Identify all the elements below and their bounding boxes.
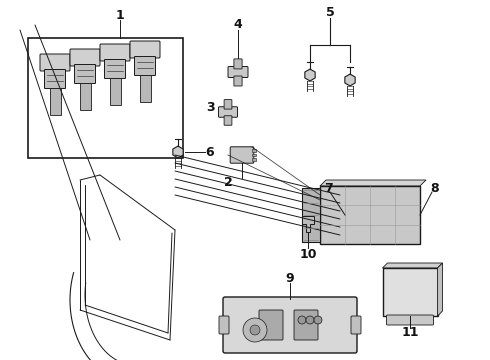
FancyBboxPatch shape: [387, 315, 434, 325]
Text: 3: 3: [206, 100, 214, 113]
FancyBboxPatch shape: [219, 316, 229, 334]
Bar: [252, 149, 256, 152]
FancyBboxPatch shape: [109, 78, 121, 105]
FancyBboxPatch shape: [320, 186, 420, 244]
FancyBboxPatch shape: [351, 316, 361, 334]
Text: 11: 11: [401, 327, 419, 339]
FancyBboxPatch shape: [104, 59, 125, 78]
FancyBboxPatch shape: [224, 100, 232, 109]
Polygon shape: [305, 69, 315, 81]
Polygon shape: [345, 74, 355, 86]
FancyBboxPatch shape: [140, 75, 150, 102]
FancyBboxPatch shape: [100, 44, 130, 61]
Polygon shape: [438, 263, 442, 316]
FancyBboxPatch shape: [302, 188, 320, 242]
FancyBboxPatch shape: [294, 310, 318, 340]
Text: 6: 6: [206, 145, 214, 158]
FancyBboxPatch shape: [224, 116, 232, 125]
Bar: [28, 38, 183, 158]
Text: 5: 5: [326, 5, 334, 18]
FancyBboxPatch shape: [40, 54, 70, 71]
Polygon shape: [320, 180, 426, 186]
FancyBboxPatch shape: [228, 67, 248, 77]
FancyBboxPatch shape: [70, 49, 100, 66]
FancyBboxPatch shape: [219, 107, 238, 117]
Circle shape: [243, 318, 267, 342]
FancyBboxPatch shape: [383, 268, 438, 316]
Text: 9: 9: [286, 271, 294, 284]
FancyBboxPatch shape: [79, 83, 91, 110]
FancyBboxPatch shape: [234, 76, 242, 86]
Circle shape: [306, 316, 314, 324]
Polygon shape: [383, 263, 442, 268]
FancyBboxPatch shape: [223, 297, 357, 353]
Text: 1: 1: [116, 9, 124, 22]
FancyBboxPatch shape: [234, 59, 242, 69]
Text: 4: 4: [234, 18, 243, 31]
Circle shape: [298, 316, 306, 324]
Text: 10: 10: [299, 248, 317, 261]
FancyBboxPatch shape: [230, 147, 254, 163]
FancyBboxPatch shape: [45, 69, 66, 89]
Text: 2: 2: [223, 176, 232, 189]
Circle shape: [250, 325, 260, 335]
FancyBboxPatch shape: [259, 310, 283, 340]
FancyBboxPatch shape: [49, 88, 60, 115]
FancyBboxPatch shape: [74, 64, 96, 84]
FancyBboxPatch shape: [134, 57, 155, 76]
Text: 8: 8: [431, 181, 440, 194]
Polygon shape: [302, 216, 314, 231]
Text: 7: 7: [323, 181, 332, 194]
FancyBboxPatch shape: [130, 41, 160, 58]
Bar: [252, 154, 256, 156]
Bar: [252, 158, 256, 161]
Circle shape: [314, 316, 322, 324]
Polygon shape: [173, 146, 183, 158]
